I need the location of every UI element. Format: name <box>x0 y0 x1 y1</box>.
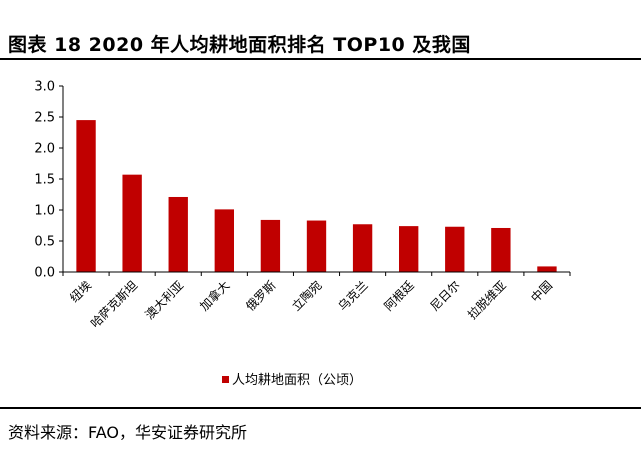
bars <box>76 120 557 272</box>
x-category-label: 立陶宛 <box>289 278 325 314</box>
x-category-label: 俄罗斯 <box>243 278 278 313</box>
x-category-label: 拉脱维亚 <box>464 278 509 323</box>
chart-title: 图表 18 2020 年人均耕地面积排名 TOP10 及我国 <box>8 34 471 56</box>
bar-chart: 0.0 0.5 1.0 1.5 2.0 2.5 3.0 纽埃哈萨克斯坦 澳大利亚 加拿大 俄罗斯立… <box>34 80 571 388</box>
bar <box>214 209 234 272</box>
bottom-divider <box>0 407 641 409</box>
bar <box>399 226 419 272</box>
bar <box>491 227 511 272</box>
y-tick-label: 1.5 <box>34 173 55 188</box>
x-category-label: 中国 <box>527 278 555 306</box>
y-tick-label: 2.0 <box>34 142 55 157</box>
top-divider <box>0 58 641 60</box>
x-category-label: 尼日尔 <box>427 278 463 314</box>
bar <box>352 224 373 272</box>
bar <box>260 219 281 272</box>
x-category-label: 加拿大 <box>196 278 232 314</box>
y-tick-label: 1.0 <box>34 204 55 219</box>
y-tick-label: 0.0 <box>34 266 55 281</box>
bar <box>537 266 557 272</box>
bar <box>122 174 142 272</box>
x-category-label: 乌克兰 <box>335 278 371 314</box>
y-axis: 0.0 0.5 1.0 1.5 2.0 2.5 3.0 <box>34 80 64 281</box>
bar <box>76 120 96 272</box>
bar <box>168 196 188 272</box>
y-tick-label: 0.5 <box>34 235 55 250</box>
x-category-label: 阿根廷 <box>381 278 416 313</box>
legend-swatch <box>222 376 229 383</box>
bar <box>306 220 327 272</box>
y-tick-label: 2.5 <box>34 111 55 126</box>
x-category-label: 澳大利亚 <box>142 278 186 322</box>
x-category-label: 纽埃 <box>67 278 94 305</box>
legend: 人均耕地面积（公顷） <box>222 372 362 388</box>
source-note: 资料来源：FAO，华安证券研究所 <box>8 423 247 442</box>
bar <box>445 226 465 272</box>
y-tick-label: 3.0 <box>34 80 55 95</box>
x-category-label: 哈萨克斯坦 <box>88 278 140 330</box>
legend-label: 人均耕地面积（公顷） <box>232 372 362 388</box>
